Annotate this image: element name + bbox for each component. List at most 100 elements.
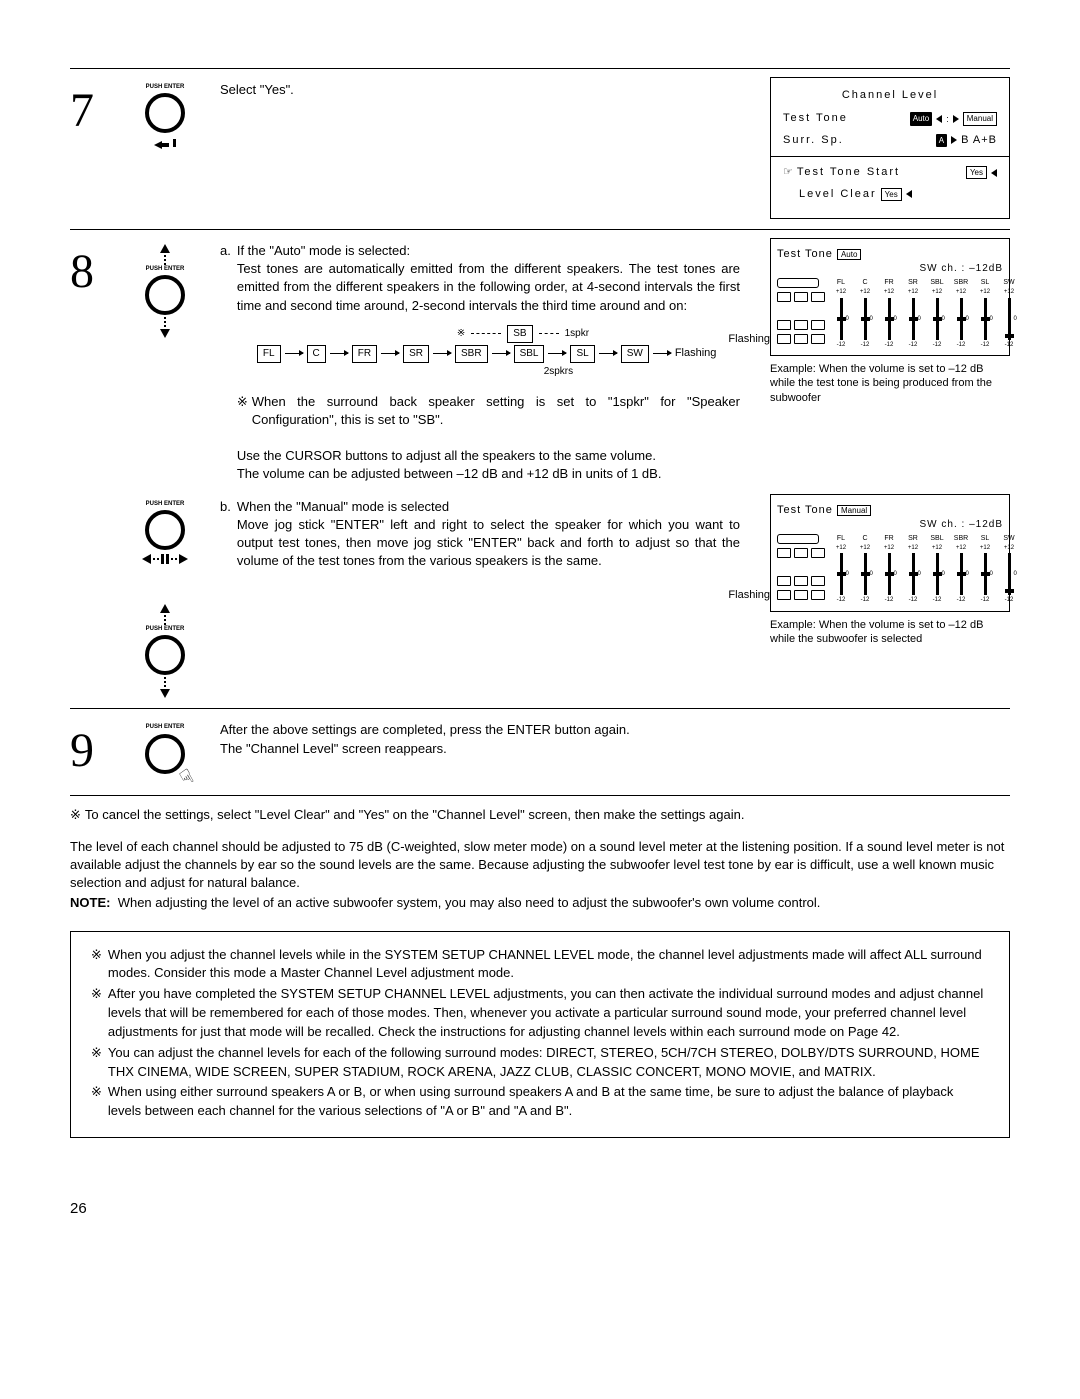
ref-mark: ※ bbox=[457, 327, 465, 341]
level-slider: SBL+120-12 bbox=[927, 534, 947, 605]
divider bbox=[70, 229, 1010, 230]
step-number: 8 bbox=[70, 238, 110, 305]
flow-node: SB bbox=[507, 325, 532, 343]
divider bbox=[70, 708, 1010, 709]
row-label: Test Tone bbox=[783, 111, 848, 126]
tt-sliders: FL+120-12C+120-12FR+120-12SR+120-12SBL+1… bbox=[831, 534, 1019, 605]
sub-b: b. bbox=[220, 498, 231, 571]
flow-arrow-icon bbox=[548, 353, 566, 354]
step-text: After the above settings are completed, … bbox=[220, 717, 750, 757]
divider-top bbox=[70, 68, 1010, 69]
level-slider: SR+120-12 bbox=[903, 278, 923, 349]
hand-pointer-icon: ☟ bbox=[175, 763, 200, 793]
ref-mark: ※ bbox=[237, 393, 248, 429]
flashing-label: Flashing bbox=[728, 332, 770, 347]
flow-arrow-icon bbox=[381, 353, 399, 354]
flow-node: FL bbox=[257, 345, 281, 363]
arrow-down-icon bbox=[160, 329, 170, 338]
push-enter-label: PUSH ENTER bbox=[146, 723, 185, 731]
flow-node: SBR bbox=[455, 345, 488, 363]
tri-left-icon bbox=[991, 169, 997, 177]
step-8: 8 PUSH ENTER a. If the "Auto" mode is se… bbox=[70, 238, 1010, 484]
screen-title: Channel Level bbox=[783, 88, 997, 103]
tri-right-icon bbox=[951, 136, 957, 144]
step-number: 7 bbox=[70, 77, 110, 144]
flow-node: SR bbox=[403, 345, 429, 363]
step-text: Select "Yes". bbox=[220, 77, 750, 99]
b-ab-text: B A+B bbox=[961, 133, 997, 148]
sub-a: a. bbox=[220, 242, 231, 484]
level-slider: C+120-12 bbox=[855, 278, 875, 349]
flow-node: SBL bbox=[514, 345, 545, 363]
arrow-left-icon bbox=[142, 554, 151, 564]
level-slider: FL+120-12 bbox=[831, 534, 851, 605]
tt-panel: Test Tone Auto SW ch. : –12dB FL+120-12C… bbox=[770, 238, 1010, 405]
tt-icons bbox=[777, 534, 825, 600]
a-note: When the surround back speaker setting i… bbox=[252, 393, 740, 429]
step-number: 9 bbox=[70, 717, 110, 784]
yes-pill: Yes bbox=[881, 188, 902, 201]
level-slider: SW+120-12 bbox=[999, 534, 1019, 605]
tt-sub: SW ch. : –12dB bbox=[777, 262, 1003, 276]
tt-head: Test Tone bbox=[777, 248, 833, 260]
flow-node: FR bbox=[352, 345, 377, 363]
level-slider: SBR+120-12 bbox=[951, 278, 971, 349]
box-b2: After you have completed the SYSTEM SETU… bbox=[108, 985, 989, 1042]
cancel-note: To cancel the settings, select "Level Cl… bbox=[85, 806, 745, 824]
icon-column: PUSH ENTER PUSH ENTER bbox=[130, 494, 200, 699]
tri-right-icon bbox=[953, 115, 959, 123]
a-p3: The volume can be adjusted between –12 d… bbox=[237, 465, 740, 483]
level-slider: SL+120-12 bbox=[975, 278, 995, 349]
level-slider: C+120-12 bbox=[855, 534, 875, 605]
level-slider: SBR+120-12 bbox=[951, 534, 971, 605]
level-slider: FR+120-12 bbox=[879, 278, 899, 349]
step-text: a. If the "Auto" mode is selected: Test … bbox=[220, 238, 750, 484]
flow-arrow-icon bbox=[433, 353, 451, 354]
b-p1: Move jog stick "ENTER" left and right to… bbox=[237, 516, 740, 571]
step9-p1: After the above settings are completed, … bbox=[220, 721, 740, 739]
manual-pill: Manual bbox=[963, 112, 997, 125]
jog-dial-icon bbox=[145, 275, 185, 315]
flow-arrow-icon bbox=[285, 353, 303, 354]
arrow-right-icon bbox=[179, 554, 188, 564]
channel-level-screen: Channel Level Test Tone Auto : Manual Su… bbox=[770, 77, 1010, 219]
arrow-up-icon bbox=[160, 244, 170, 253]
push-enter-label: PUSH ENTER bbox=[146, 625, 185, 633]
flow-end: Flashing bbox=[675, 346, 717, 361]
tt-head: Test Tone bbox=[777, 504, 833, 516]
flow-node: C bbox=[307, 345, 326, 363]
tt-panel: Test Tone Manual SW ch. : –12dB FL+120-1… bbox=[770, 494, 1010, 647]
screen-panel: Channel Level Test Tone Auto : Manual Su… bbox=[770, 77, 1010, 219]
notes-box: ※When you adjust the channel levels whil… bbox=[70, 931, 1010, 1139]
jog-dial-icon bbox=[145, 93, 185, 133]
tt-icons bbox=[777, 278, 825, 344]
a-p2: Use the CURSOR buttons to adjust all the… bbox=[237, 447, 740, 465]
step9-p2: The "Channel Level" screen reappears. bbox=[220, 740, 740, 758]
a-p1: Test tones are automatically emitted fro… bbox=[237, 260, 740, 315]
tt-caption: Example: When the volume is set to –12 d… bbox=[770, 362, 1010, 405]
step7-text: Select "Yes". bbox=[220, 82, 294, 97]
level-slider: FL+120-12 bbox=[831, 278, 851, 349]
b-head: When the "Manual" mode is selected bbox=[237, 498, 740, 516]
flow-arrow-icon bbox=[599, 353, 617, 354]
flow-diagram: ※ SB 1spkr FLCFRSRSBRSBLSLSWFlashing 2sp… bbox=[257, 325, 740, 379]
ref-mark: ※ bbox=[91, 1044, 102, 1082]
push-enter-label: PUSH ENTER bbox=[146, 83, 185, 91]
a-pill: A bbox=[936, 134, 947, 147]
flow-arrow-icon bbox=[492, 353, 510, 354]
row-label: Surr. Sp. bbox=[783, 133, 844, 148]
flow-node: SL bbox=[570, 345, 594, 363]
box-b4: When using either surround speakers A or… bbox=[108, 1083, 989, 1121]
flashing-label: Flashing bbox=[728, 588, 770, 603]
step-9: 9 PUSH ENTER ☟ After the above settings … bbox=[70, 717, 1010, 784]
para2: When adjusting the level of an active su… bbox=[118, 895, 821, 910]
arrow-up-icon bbox=[160, 604, 170, 613]
jog-dial-icon bbox=[145, 635, 185, 675]
level-slider: SR+120-12 bbox=[903, 534, 923, 605]
tt-sub: SW ch. : –12dB bbox=[777, 518, 1003, 532]
icon-column: PUSH ENTER bbox=[130, 77, 200, 149]
ref-mark: ※ bbox=[91, 985, 102, 1042]
jog-dial-icon bbox=[145, 510, 185, 550]
tri-left-icon bbox=[906, 190, 912, 198]
note-label: NOTE: bbox=[70, 895, 110, 910]
